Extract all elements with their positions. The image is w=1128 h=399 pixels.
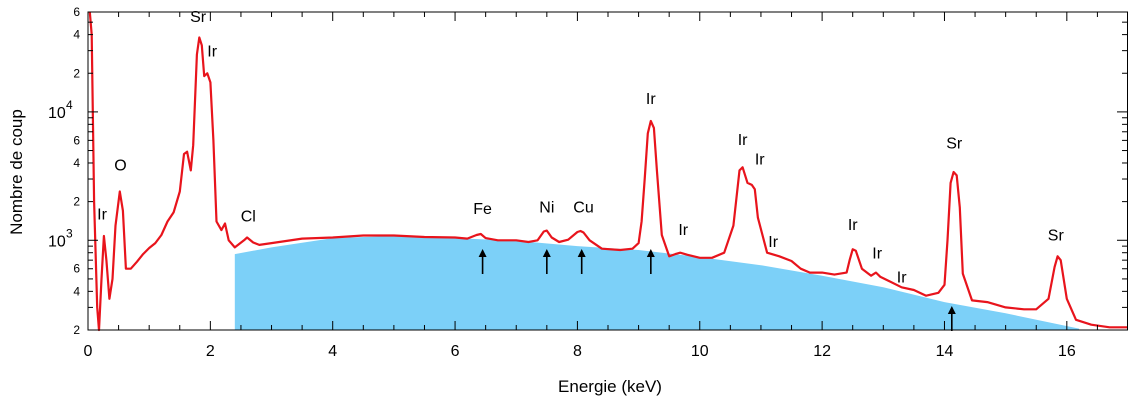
peak-label: Ir	[848, 217, 858, 234]
x-tick-label: 2	[206, 343, 215, 360]
peak-label: Ir	[97, 207, 107, 224]
y-minor-tick-label: 4	[73, 156, 80, 170]
peak-label: Ir	[755, 151, 765, 168]
peak-label: Ir	[872, 246, 882, 263]
peak-label: Sr	[946, 135, 963, 152]
y-minor-tick-label: 6	[73, 262, 80, 276]
background-fill-layer	[234, 236, 1080, 330]
y-minor-tick-label: 4	[73, 28, 80, 42]
peak-label: Ni	[539, 199, 554, 216]
peak-label: Ir	[207, 44, 217, 61]
x-tick-label: 12	[813, 343, 831, 360]
x-tick-label: 6	[451, 343, 460, 360]
x-axis-title: Energie (keV)	[558, 377, 662, 396]
peak-label: Cl	[241, 209, 256, 226]
y-minor-tick-label: 2	[73, 66, 80, 80]
y-major-tick-label: 10	[48, 233, 66, 250]
x-tick-label: 4	[328, 343, 337, 360]
peak-arrow-head	[947, 306, 956, 314]
y-minor-tick-label: 2	[73, 323, 80, 337]
y-minor-tick-label: 6	[73, 5, 80, 19]
peak-label: Ir	[738, 132, 748, 149]
peak-arrow-head	[478, 249, 487, 257]
y-major-tick-exponent: 4	[66, 98, 73, 112]
y-minor-tick-label: 2	[73, 195, 80, 209]
peak-label: Ir	[678, 222, 688, 239]
y-major-tick-exponent: 3	[66, 226, 73, 240]
peak-label: Sr	[190, 9, 207, 26]
peak-label: O	[114, 157, 126, 174]
x-tick-label: 16	[1058, 343, 1076, 360]
peak-label: Ir	[768, 234, 778, 251]
peak-arrow-head	[542, 249, 551, 257]
series-layer	[88, 11, 1128, 332]
background-fill-area	[234, 236, 1080, 330]
spectrum-line	[88, 11, 1128, 332]
peak-label: Sr	[1048, 227, 1065, 244]
peak-label: Fe	[473, 201, 492, 218]
y-minor-tick-label: 4	[73, 284, 80, 298]
peak-arrow-head	[577, 249, 586, 257]
annotation-layer: Sr Ir O Ir Cl Fe Ni Cu Ir Ir Ir Ir Ir Ir Ir Ir Sr Sr	[97, 9, 1064, 331]
peak-arrow-head	[646, 249, 655, 257]
y-major-tick-label: 10	[48, 105, 66, 122]
x-tick-label: 8	[573, 343, 582, 360]
x-tick-label: 0	[84, 343, 93, 360]
y-axis-title: Nombre de coup	[7, 109, 26, 235]
x-tick-label: 14	[936, 343, 954, 360]
peak-label: Ir	[646, 91, 656, 108]
x-tick-label: 10	[691, 343, 709, 360]
peak-label: Cu	[573, 199, 593, 216]
y-minor-tick-label: 6	[73, 133, 80, 147]
peak-label: Ir	[897, 269, 907, 286]
